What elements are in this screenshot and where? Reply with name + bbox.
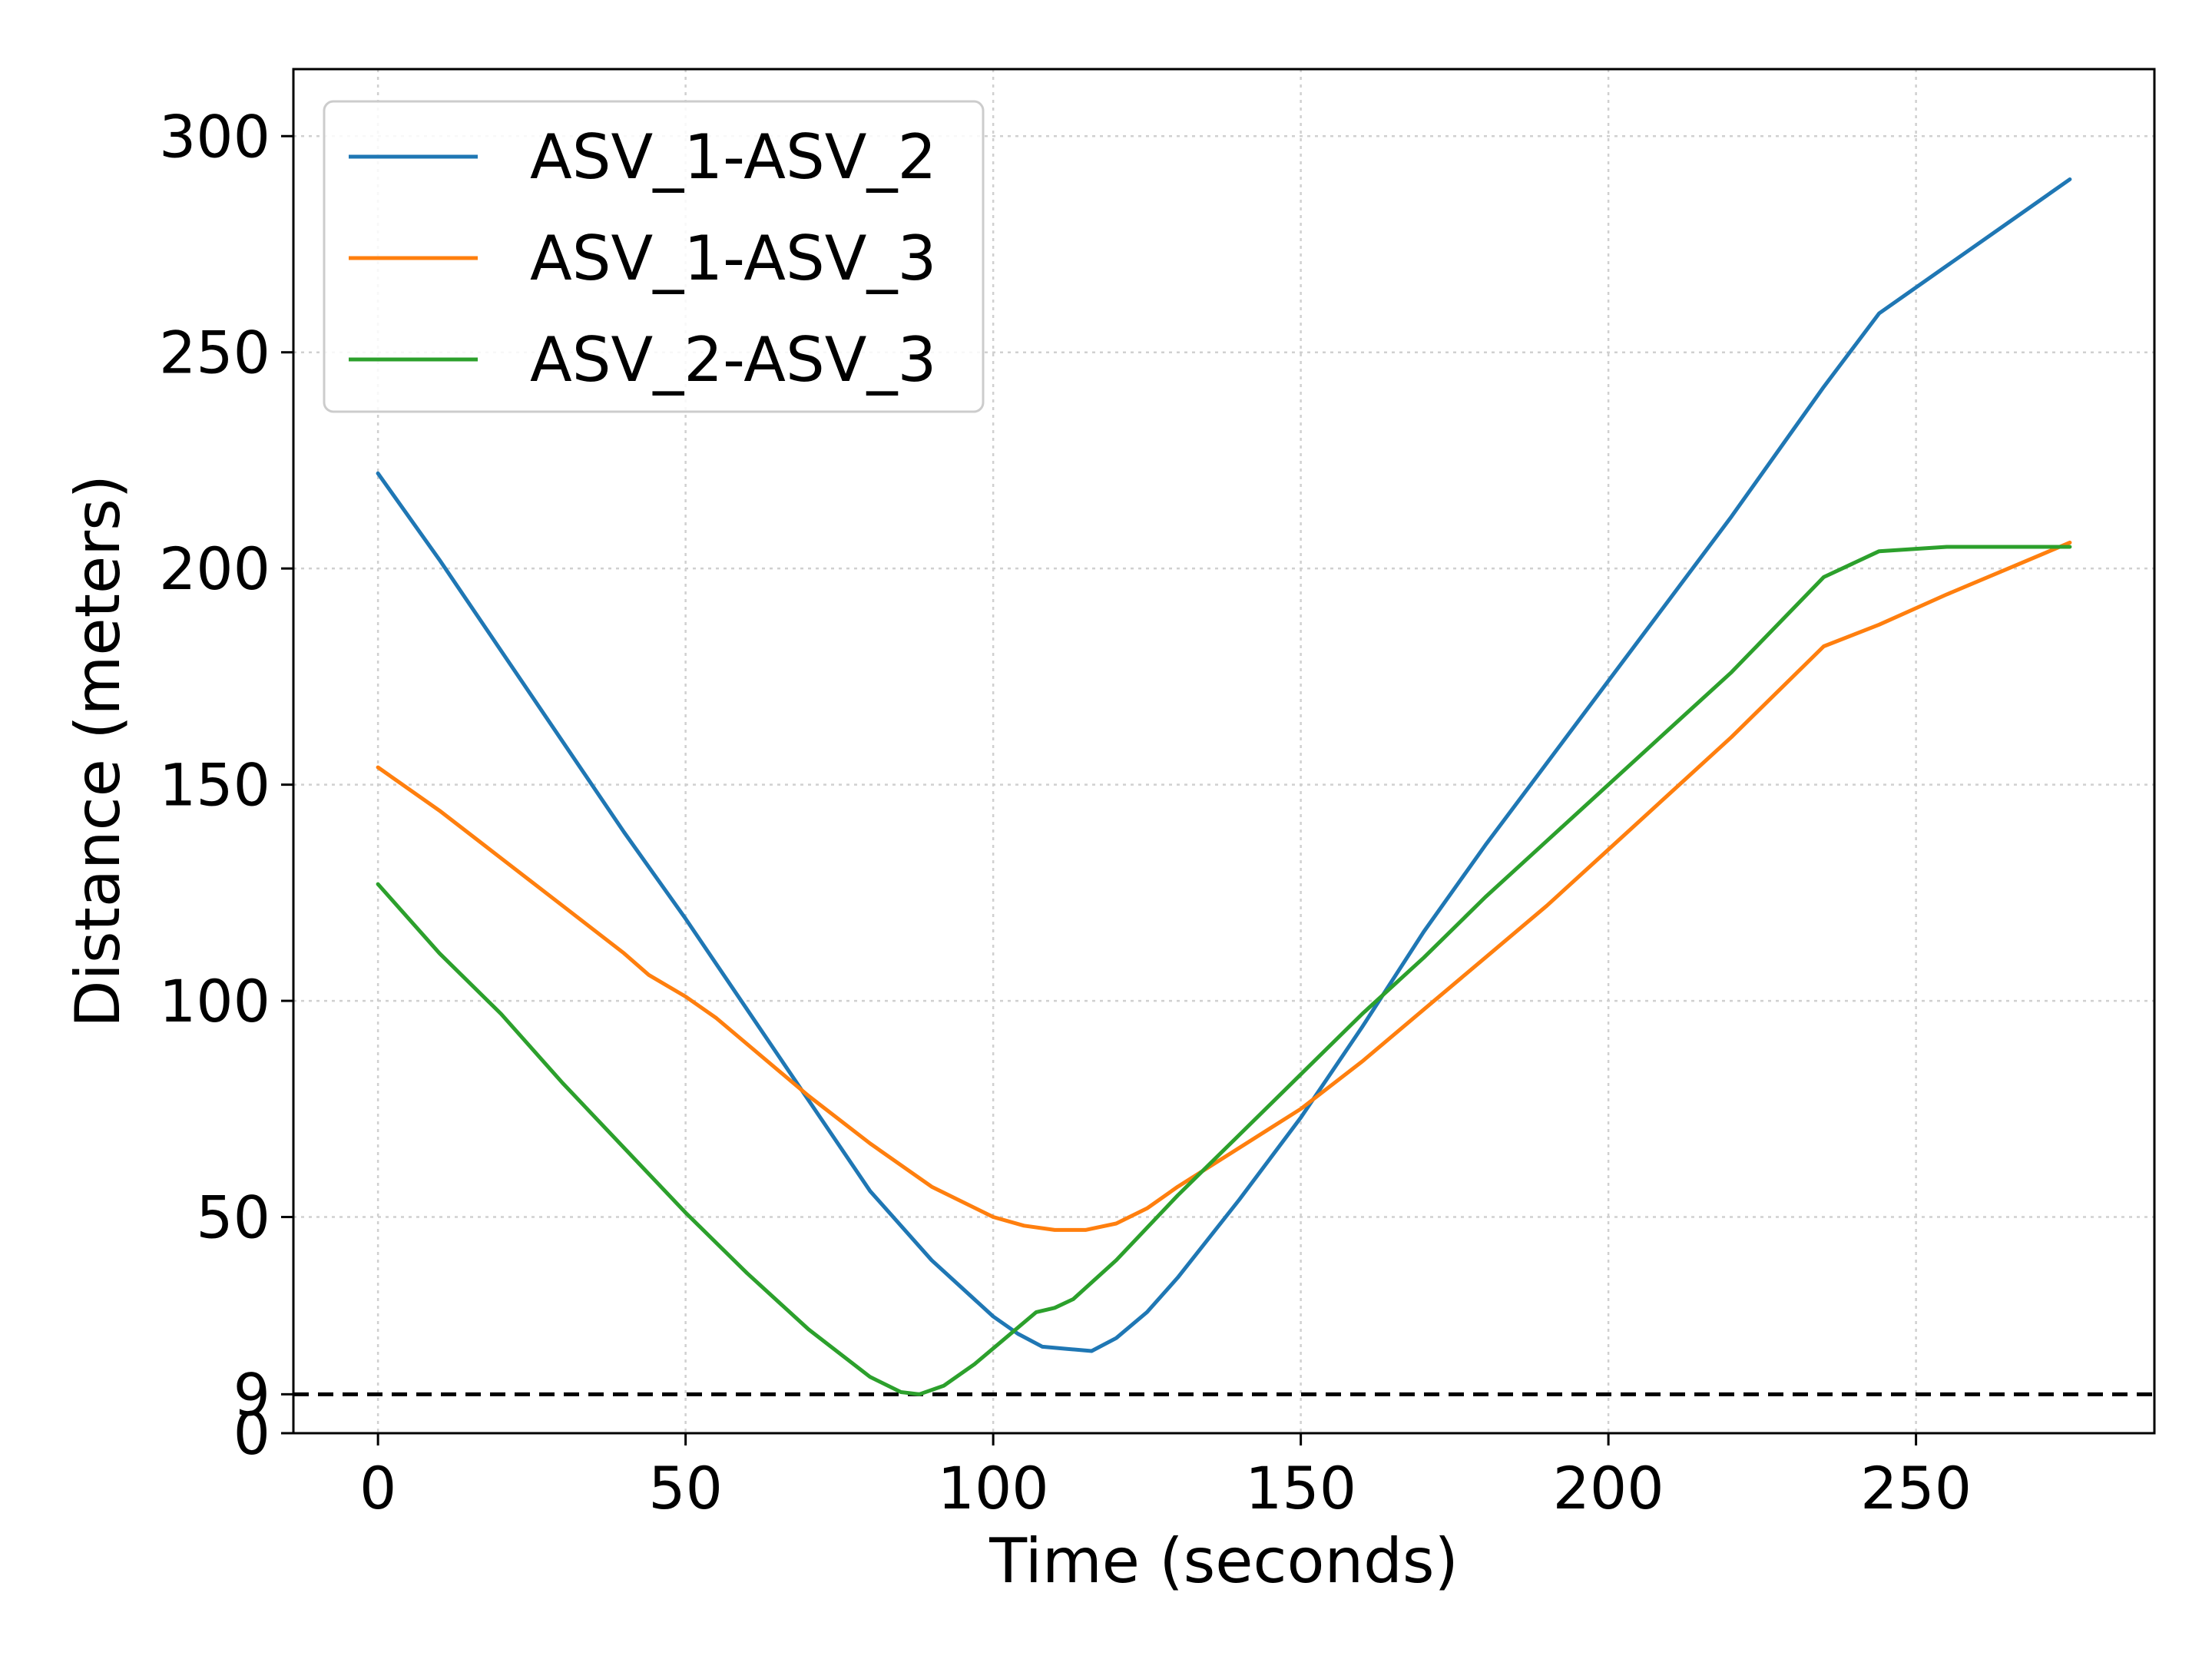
- y-axis-label: Distance (meters): [62, 475, 134, 1028]
- x-tick-label: 50: [648, 1454, 723, 1522]
- y-axis-ticks: 09 50 100 150 200 250 300: [159, 102, 293, 1468]
- y-tick-label: 9: [233, 1360, 270, 1429]
- x-tick-label: 200: [1553, 1454, 1664, 1522]
- legend-label: ASV_2-ASV_3: [530, 324, 936, 396]
- series-line-asv_1-asv_3: [376, 540, 2072, 1232]
- x-tick-label: 150: [1245, 1454, 1356, 1522]
- series-line-asv_2-asv_3: [376, 545, 2072, 1396]
- legend: ASV_1-ASV_2 ASV_1-ASV_3 ASV_2-ASV_3: [323, 100, 985, 413]
- legend-box: [323, 100, 985, 413]
- x-tick-label: 100: [938, 1454, 1049, 1522]
- y-tick-label: 50: [196, 1184, 270, 1252]
- x-tick-label: 0: [359, 1454, 396, 1522]
- y-tick-label: 100: [159, 967, 270, 1035]
- legend-label: ASV_1-ASV_2: [530, 121, 936, 193]
- y-tick-label: 200: [159, 535, 270, 603]
- y-tick-label: 0: [233, 1399, 270, 1468]
- plot-frame: [292, 68, 2156, 1435]
- series-group: [376, 177, 2072, 1396]
- series-line-asv_1-asv_2: [376, 177, 2072, 1353]
- x-axis-label: Time (seconds): [988, 1525, 1459, 1597]
- x-axis-ticks: 0 50 100 150 200 250: [359, 1433, 1972, 1522]
- y-tick-label: 300: [159, 102, 270, 171]
- y-tick-label: 250: [159, 319, 270, 387]
- y-tick-label: 150: [159, 751, 270, 820]
- x-tick-label: 250: [1860, 1454, 1972, 1522]
- legend-label: ASV_1-ASV_3: [530, 223, 936, 294]
